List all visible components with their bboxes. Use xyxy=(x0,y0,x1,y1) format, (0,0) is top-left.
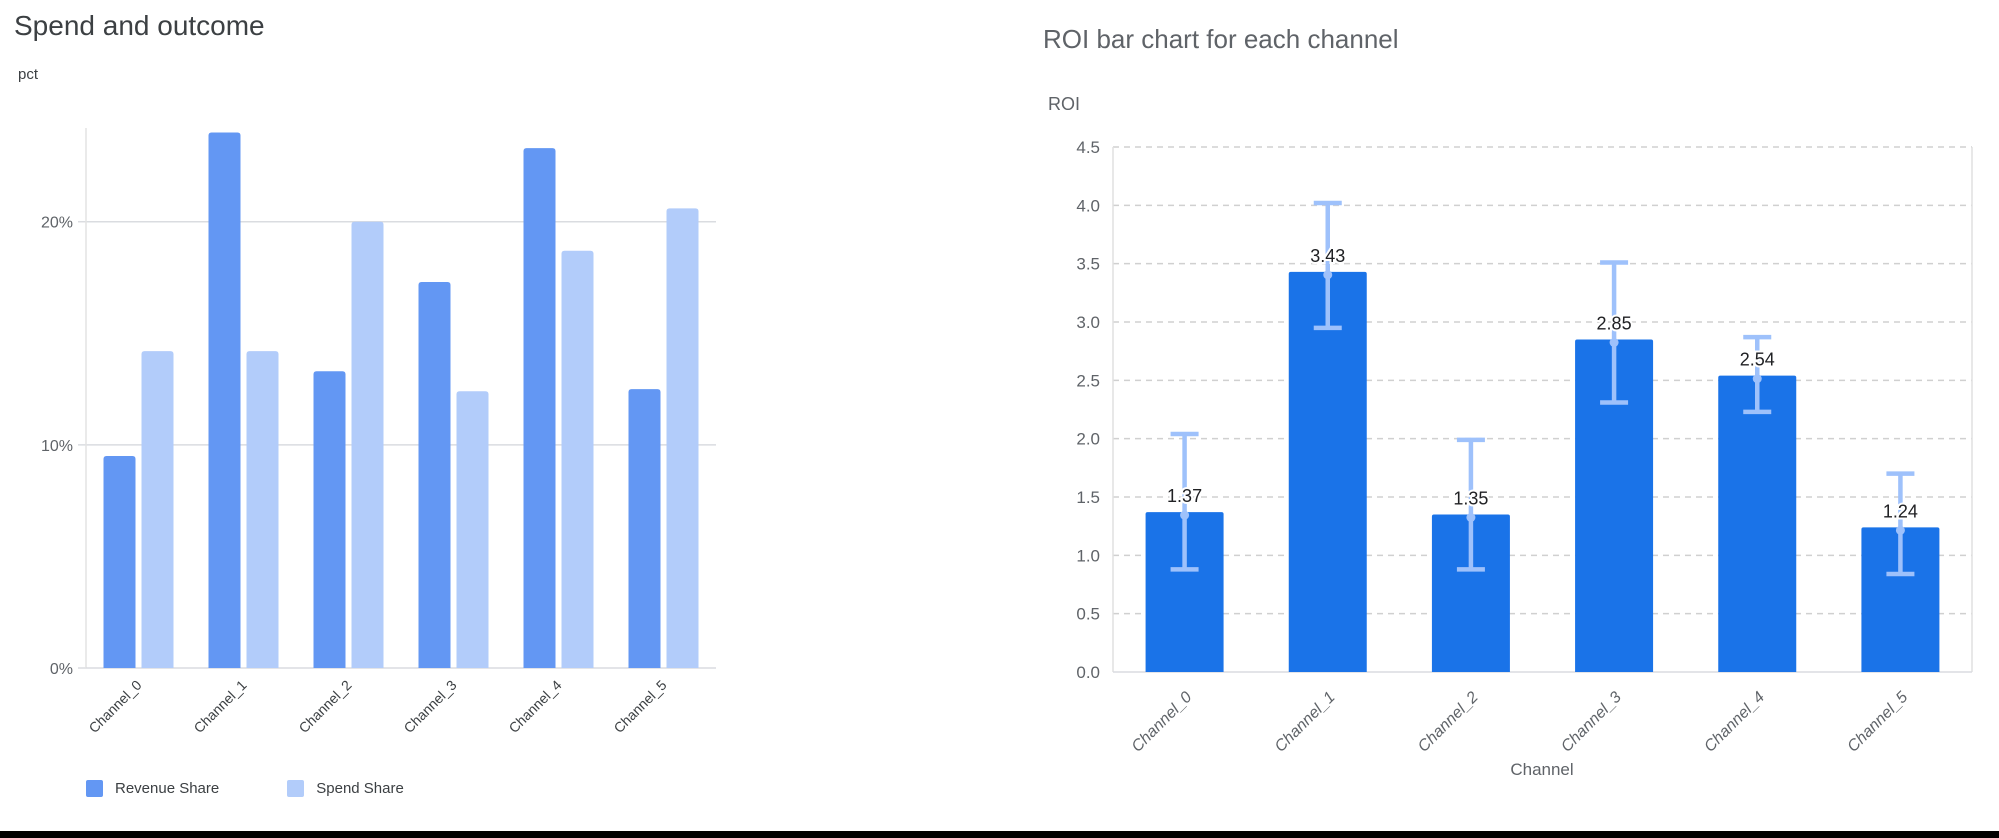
y-tick-label: 0.5 xyxy=(1076,605,1100,624)
y-tick-label: 2.5 xyxy=(1076,371,1100,390)
y-tick-label: 3.5 xyxy=(1076,255,1100,274)
x-tick-label: Channel_3 xyxy=(1558,689,1625,756)
legend-item-revenue-share: Revenue Share xyxy=(86,780,219,797)
bar-revenue-share-channel_3[interactable] xyxy=(418,281,451,668)
y-tick-label: 10% xyxy=(41,438,73,455)
y-tick-label: 2.0 xyxy=(1076,430,1100,449)
spend-share-swatch-icon xyxy=(287,780,305,797)
y-tick-label: 3.0 xyxy=(1076,313,1100,332)
spend-outcome-y-axis-unit-label: pct xyxy=(18,66,39,83)
y-tick-label: 0.0 xyxy=(1076,663,1100,682)
bar-spend-share-channel_5[interactable] xyxy=(666,208,699,669)
y-tick-label: 4.5 xyxy=(1076,138,1100,157)
x-tick-label: Channel_1 xyxy=(1272,689,1339,756)
x-tick-label: Channel_5 xyxy=(610,677,669,736)
revenue-share-swatch-icon xyxy=(86,780,103,797)
bar-revenue-share-channel_4[interactable] xyxy=(523,148,556,668)
x-tick-label: Channel_0 xyxy=(1129,689,1196,756)
bar-roi-channel_4[interactable] xyxy=(1718,375,1797,672)
y-tick-label: 0% xyxy=(50,661,73,678)
roi-y-axis-label: ROI xyxy=(1048,94,1081,114)
bar-spend-share-channel_4[interactable] xyxy=(561,250,594,668)
spend-outcome-legend: Revenue Share Spend Share xyxy=(86,780,404,797)
y-tick-label: 20% xyxy=(41,215,73,232)
roi-x-axis-title: Channel xyxy=(1510,760,1574,779)
bar-spend-share-channel_2[interactable] xyxy=(351,221,384,669)
bar-value-label: 1.24 xyxy=(1883,501,1918,521)
x-tick-label: Channel_3 xyxy=(400,677,459,736)
bar-spend-share-channel_0[interactable] xyxy=(141,351,174,668)
legend-label-spend-share: Spend Share xyxy=(316,780,404,797)
x-tick-label: Channel_0 xyxy=(85,677,144,736)
bar-revenue-share-channel_0[interactable] xyxy=(103,456,136,668)
spend-outcome-chart-title: Spend and outcome xyxy=(14,10,265,41)
x-tick-label: Channel_2 xyxy=(295,677,354,736)
error-bar-marker xyxy=(1180,510,1190,520)
bar-revenue-share-channel_5[interactable] xyxy=(628,389,661,668)
error-bar-marker xyxy=(1323,270,1333,280)
bar-value-label: 1.35 xyxy=(1453,489,1488,509)
roi-chart-title: ROI bar chart for each channel xyxy=(1043,24,1399,54)
y-tick-label: 1.5 xyxy=(1076,488,1100,507)
bar-spend-share-channel_1[interactable] xyxy=(246,351,279,668)
bar-revenue-share-channel_1[interactable] xyxy=(208,132,241,668)
error-bar-marker xyxy=(1895,525,1905,535)
bar-roi-channel_5[interactable] xyxy=(1861,527,1940,672)
error-bar-marker xyxy=(1466,513,1476,522)
bar-roi-channel_2[interactable] xyxy=(1431,514,1510,673)
x-tick-label: Channel_1 xyxy=(190,677,249,736)
x-tick-label: Channel_5 xyxy=(1844,689,1911,756)
bar-roi-channel_3[interactable] xyxy=(1575,339,1654,673)
bar-spend-share-channel_3[interactable] xyxy=(456,391,489,668)
y-tick-label: 4.0 xyxy=(1076,196,1100,215)
y-tick-label: 1.0 xyxy=(1076,546,1100,565)
error-bar-marker xyxy=(1752,374,1762,384)
legend-label-revenue-share: Revenue Share xyxy=(115,780,220,797)
bar-roi-channel_0[interactable] xyxy=(1145,512,1224,672)
bar-roi-channel_1[interactable] xyxy=(1288,271,1367,672)
x-tick-label: Channel_4 xyxy=(505,677,564,736)
x-tick-label: Channel_2 xyxy=(1415,689,1482,756)
window-bottom-edge xyxy=(0,831,1999,838)
bar-value-label: 2.85 xyxy=(1597,314,1632,334)
bar-value-label: 3.43 xyxy=(1310,246,1345,266)
bar-value-label: 2.54 xyxy=(1740,350,1775,370)
error-bar-marker xyxy=(1609,338,1619,347)
bar-value-label: 1.37 xyxy=(1167,486,1202,506)
bar-revenue-share-channel_2[interactable] xyxy=(313,371,346,668)
x-tick-label: Channel_4 xyxy=(1701,689,1768,756)
legend-item-spend-share: Spend Share xyxy=(287,780,404,797)
